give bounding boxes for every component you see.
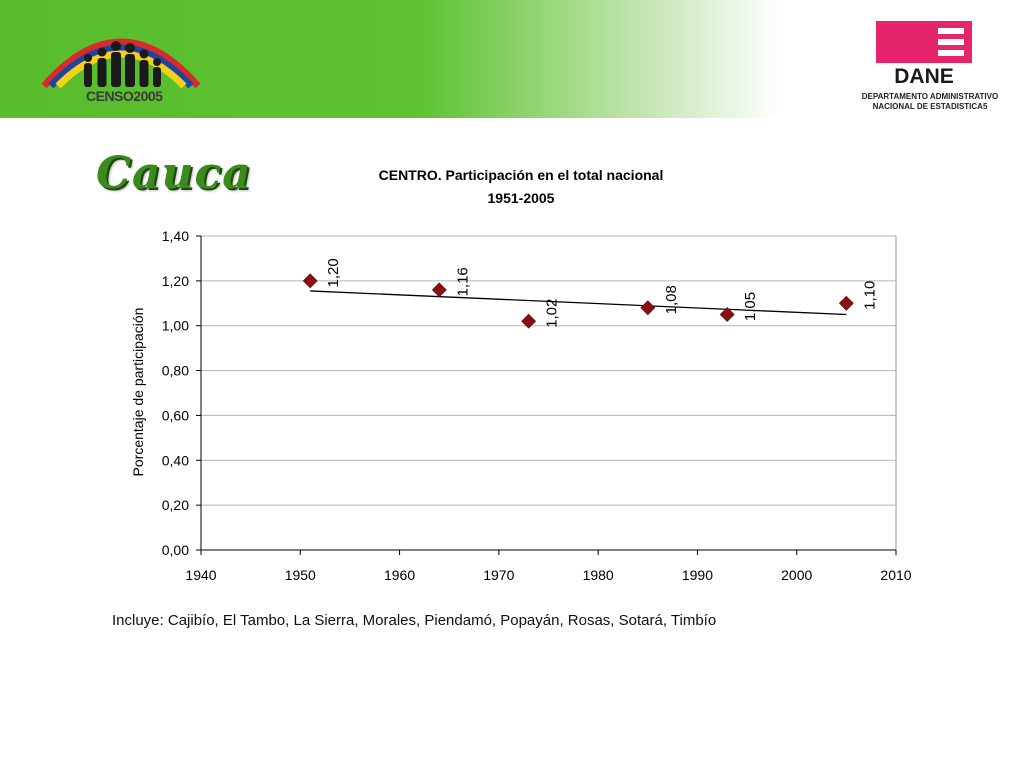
- y-tick-label: 1,40: [162, 228, 189, 244]
- x-tick-label: 1950: [285, 567, 316, 583]
- chart-trendline: [310, 290, 847, 316]
- dane-wordmark: DANE: [894, 65, 954, 85]
- data-label: 1,16: [454, 267, 471, 296]
- data-label: 1,02: [544, 299, 561, 328]
- data-point: [431, 282, 447, 298]
- y-tick-label: 0,00: [162, 542, 189, 558]
- data-point: [719, 307, 735, 322]
- chart-points: [302, 273, 854, 329]
- y-tick-label: 1,20: [162, 273, 189, 289]
- data-point: [838, 295, 854, 311]
- x-tick-label: 1980: [583, 567, 614, 583]
- chart-grid: [201, 235, 897, 550]
- data-point: [302, 273, 318, 289]
- footnote: Incluye: Cajibío, El Tambo, La Sierra, M…: [112, 612, 717, 629]
- trendline: [310, 290, 847, 316]
- chart-title: CENTRO. Participación en el total nacion…: [379, 167, 664, 183]
- censo-label: CENSO2005: [86, 88, 163, 104]
- x-tick-label: 2000: [781, 567, 812, 583]
- y-tick-label: 0,20: [162, 497, 189, 513]
- x-tick-label: 2010: [880, 567, 911, 583]
- dane-logo: DANE: [876, 21, 972, 85]
- chart-axes: 0,00 0,20 0,40 0,60 0,80 1,00 1,20 1,40 1940 1950…: [162, 228, 912, 583]
- chart-subtitle: 1951-2005: [488, 190, 555, 206]
- y-axis-label: Porcentaje de participación: [130, 308, 146, 477]
- data-label: 1,08: [663, 285, 680, 314]
- data-label: 1,05: [742, 292, 759, 321]
- x-tick-label: 1940: [185, 567, 216, 583]
- chart-data-labels: 1,20 1,16 1,02 1,08 1,05 1,10: [325, 258, 878, 328]
- data-point: [521, 313, 537, 329]
- x-tick-label: 1990: [682, 567, 713, 583]
- data-label: 1,10: [861, 281, 878, 310]
- y-tick-label: 1,00: [162, 318, 189, 334]
- page-title: Cauca: [96, 148, 252, 199]
- x-tick-label: 1960: [384, 567, 415, 583]
- dane-caption-line1: DEPARTAMENTO ADMINISTRATIVO: [861, 92, 999, 101]
- y-tick-label: 0,60: [162, 407, 189, 423]
- dane-caption-line2: NACIONAL DE ESTADISTICA5: [872, 102, 988, 111]
- y-tick-label: 0,80: [162, 363, 189, 379]
- dane-caption: DEPARTAMENTO ADMINISTRATIVO NACIONAL DE …: [850, 92, 1010, 112]
- data-point: [640, 300, 656, 316]
- data-label: 1,20: [325, 258, 342, 287]
- censo-2005-logo: [41, 38, 201, 89]
- x-tick-label: 1970: [483, 567, 514, 583]
- y-tick-label: 0,40: [162, 452, 189, 468]
